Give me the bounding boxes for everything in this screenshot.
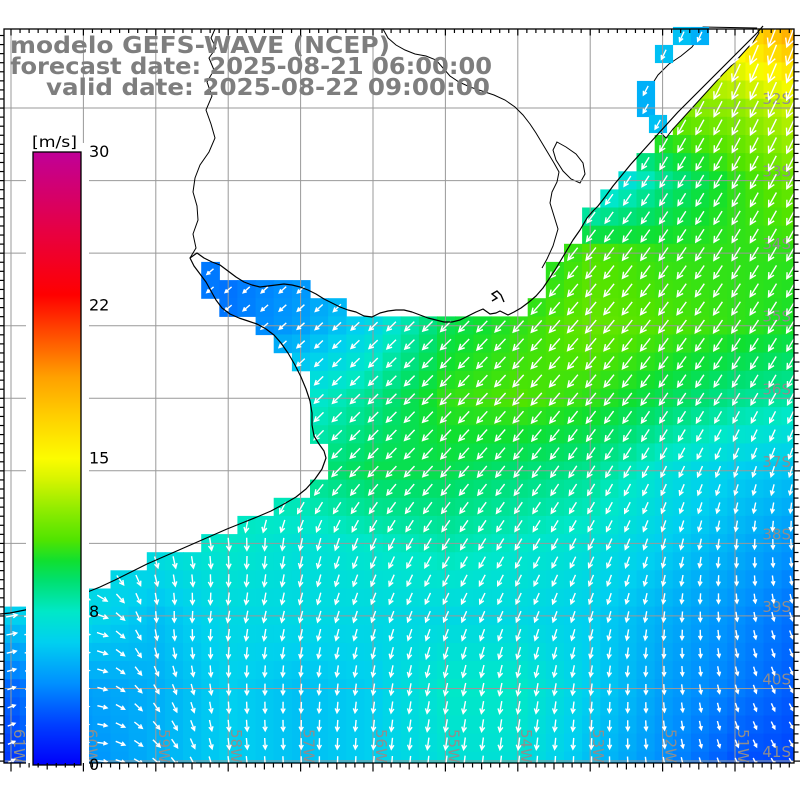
lon-label: 56W	[372, 729, 390, 763]
lon-label: 58W	[227, 729, 245, 763]
lat-label: 38S	[762, 525, 791, 543]
lon-label: 53W	[589, 729, 607, 763]
lat-label: 37S	[762, 453, 791, 471]
lon-label: 51W	[734, 729, 752, 763]
colorbar-gradient	[32, 151, 82, 766]
lon-label: 54W	[517, 729, 535, 763]
parana-river	[189, 28, 217, 259]
lon-label: 52W	[662, 729, 680, 763]
colorbar: [m/s] 30 22 15 8 0	[26, 133, 109, 775]
colorbar-tick-label: 30	[89, 142, 109, 161]
lon-label: 61W	[10, 729, 28, 763]
lat-label: 32S	[762, 90, 791, 108]
colorbar-units-label: [m/s]	[32, 133, 77, 151]
model-title: modelo GEFS-WAVE (NCEP)	[10, 31, 390, 59]
forecast-date-label: forecast date: 2025-08-21 06:00:00	[10, 52, 492, 80]
lat-label: 41S	[762, 743, 791, 761]
coastline-layer	[0, 25, 764, 615]
axis-ticks-layer	[0, 29, 800, 772]
lon-label: 57W	[300, 729, 318, 763]
colorbar-tick-label: 15	[89, 449, 109, 468]
valid-date-label: valid date: 2025-08-22 09:00:00	[46, 73, 490, 101]
map-frame	[3, 28, 795, 764]
colorbar-tick-label: 8	[89, 602, 99, 621]
lagoa-mirim	[552, 141, 586, 184]
lat-label: 33S	[762, 163, 791, 181]
country-border	[382, 28, 560, 269]
title-block: modelo GEFS-WAVE (NCEP) forecast date: 2…	[10, 31, 492, 101]
lat-label: 36S	[762, 380, 791, 398]
lon-label: 59W	[155, 729, 173, 763]
colorbar-tick-label: 0	[89, 755, 99, 774]
colorbar-tick-label: 22	[89, 295, 109, 314]
montevideo-mark	[490, 290, 505, 303]
lat-label: 40S	[762, 670, 791, 688]
lat-label: 39S	[762, 598, 791, 616]
coastline	[0, 25, 764, 615]
lon-label: 55W	[444, 729, 462, 763]
